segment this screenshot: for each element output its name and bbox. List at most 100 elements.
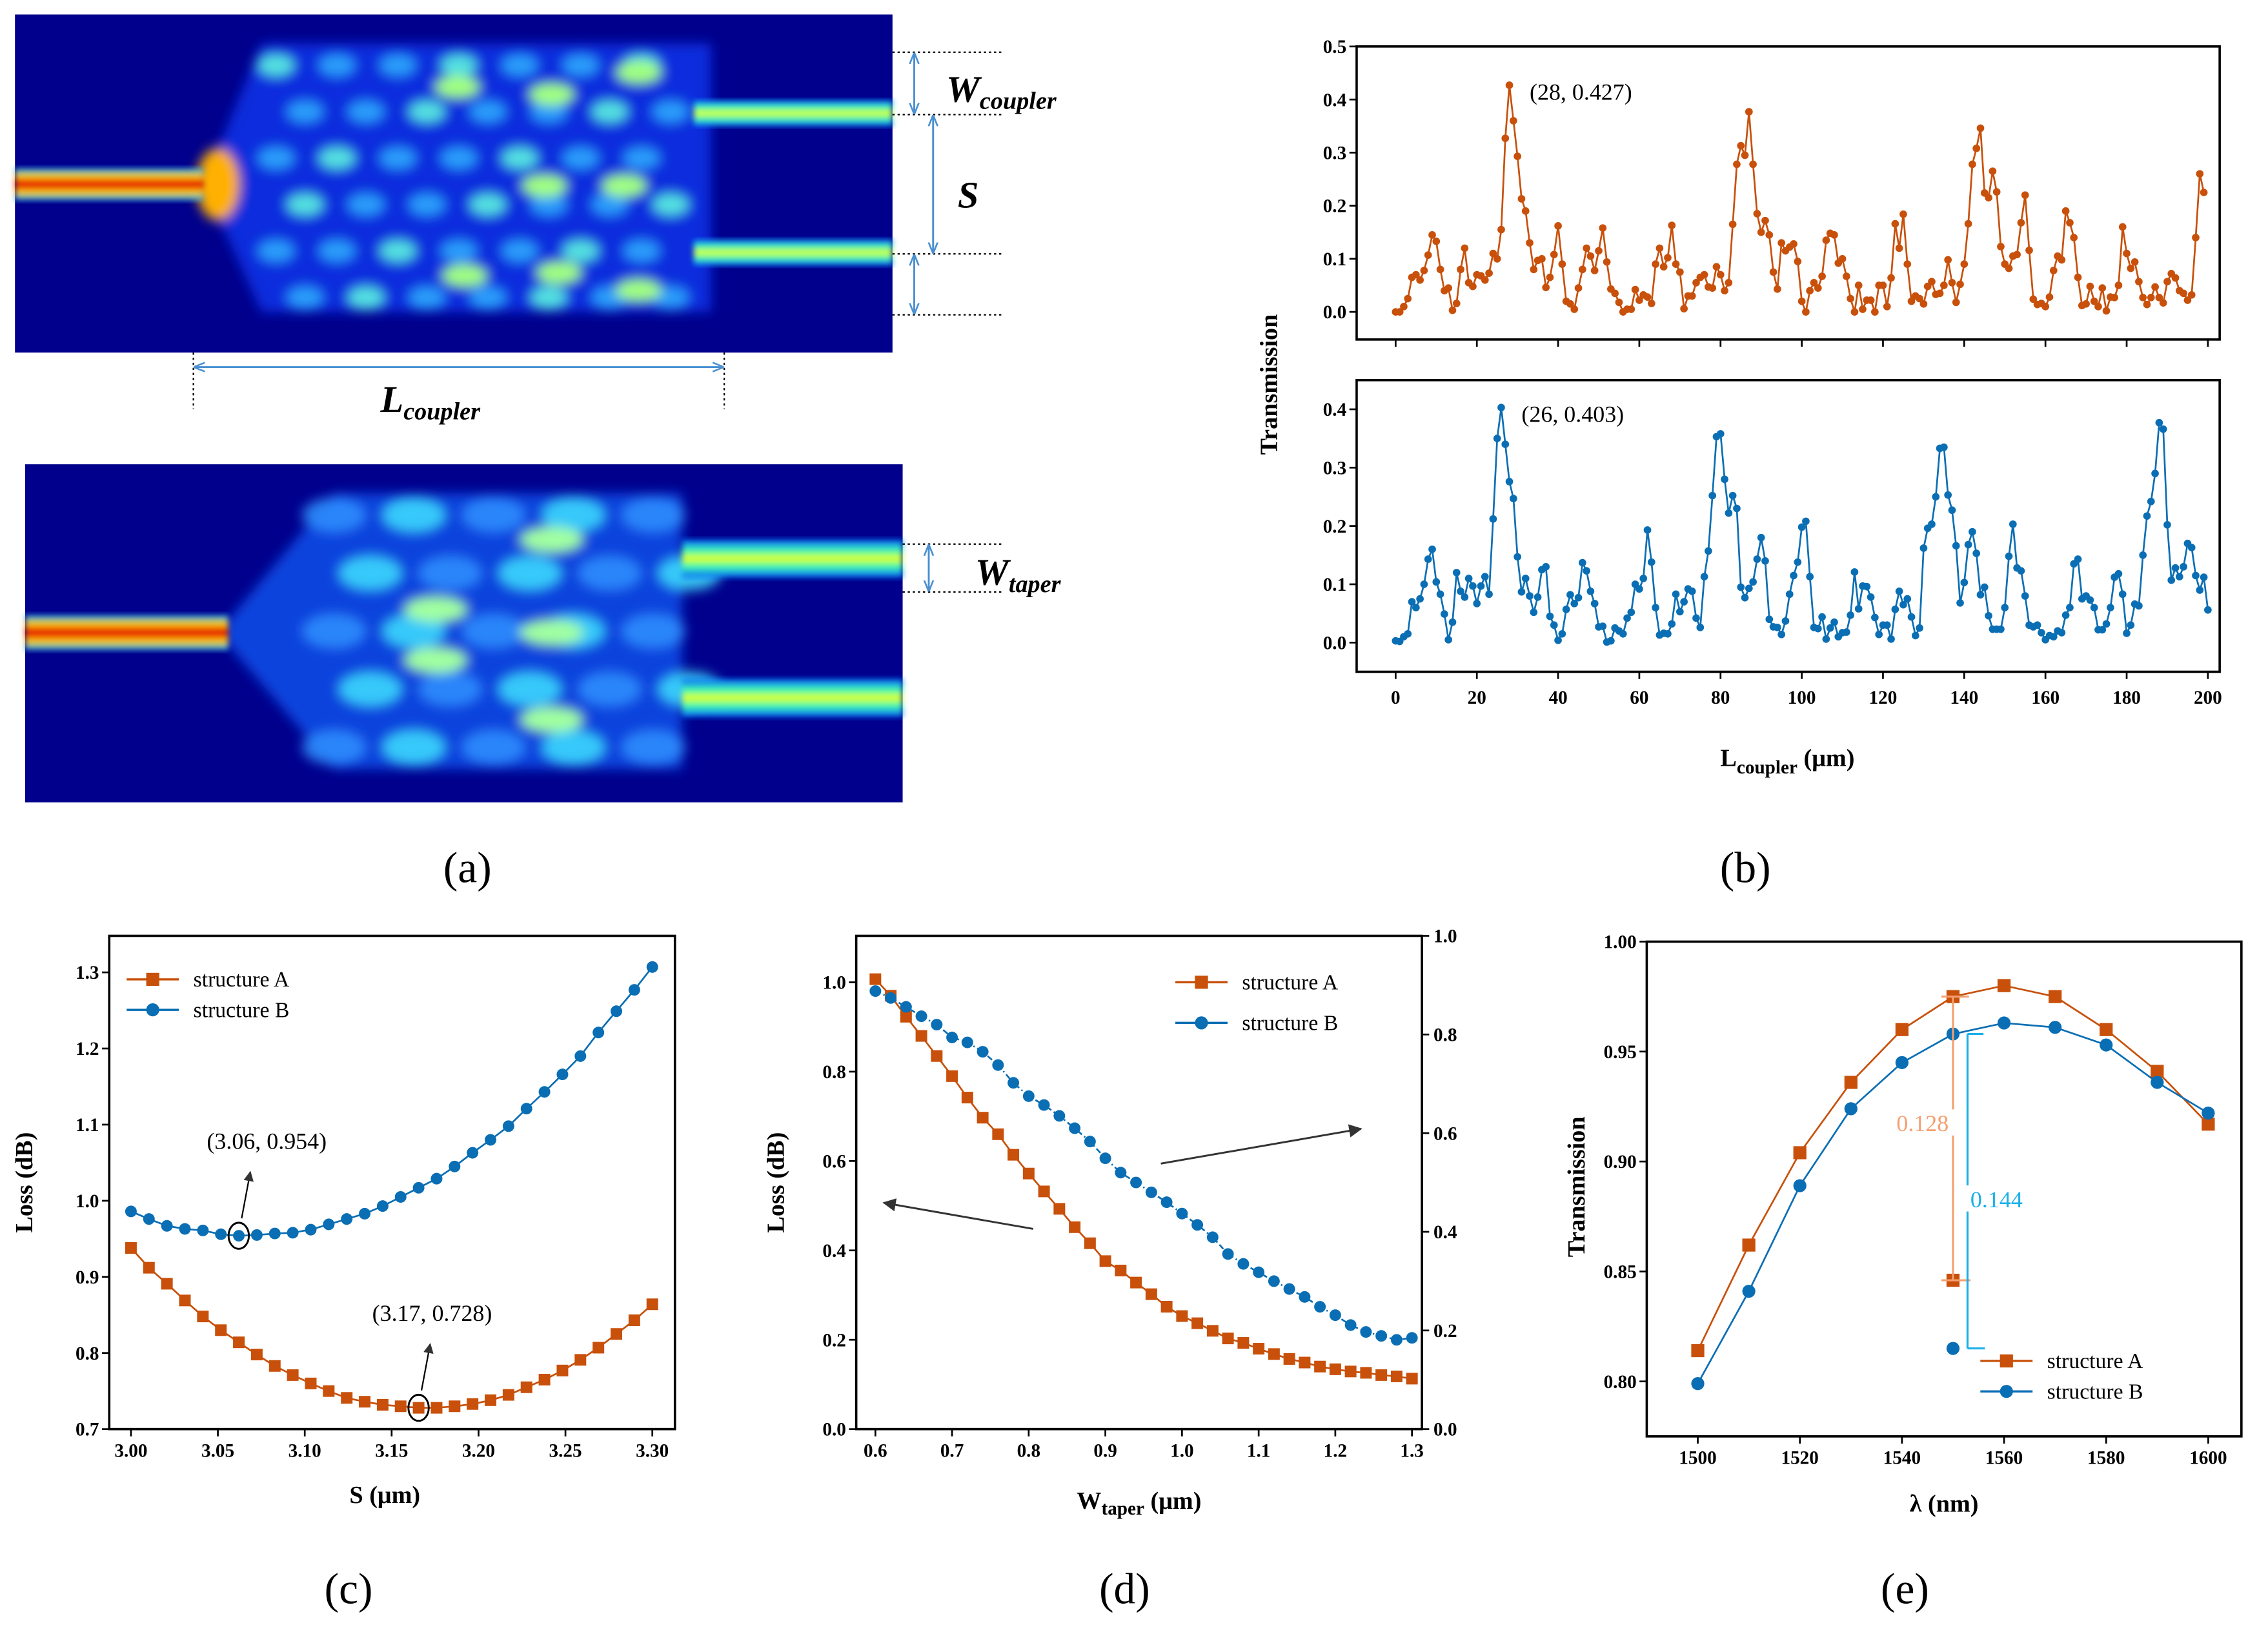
data-point-circle [2001, 604, 2009, 611]
data-point-square [1069, 1221, 1081, 1233]
series-1 [869, 985, 1418, 1346]
data-point-circle [323, 1218, 335, 1231]
data-point-circle [992, 1059, 1004, 1071]
interference-spot [621, 497, 685, 533]
data-point-circle [1069, 1122, 1081, 1134]
data-point-circle [1615, 298, 1623, 307]
data-point-circle [2058, 256, 2066, 264]
data-point-circle [2038, 629, 2045, 637]
data-point-square [1115, 1264, 1127, 1276]
series-line [130, 1247, 653, 1409]
data-point-circle [1590, 267, 1599, 274]
data-point-circle [1944, 256, 1952, 264]
data-point-circle [1854, 605, 1863, 613]
data-point-circle [2135, 278, 2143, 286]
data-point-square [376, 1398, 389, 1411]
x-tick-label: 80 [1711, 688, 1730, 708]
data-point-circle [1406, 1332, 1418, 1344]
data-point-square [1253, 1343, 1265, 1355]
data-point-circle [1404, 294, 1412, 303]
data-point-square [628, 1314, 640, 1326]
y-right-tick-label: 0.8 [1433, 1025, 1457, 1045]
interference-spot [379, 146, 417, 170]
span-label-bg [1964, 1185, 2029, 1212]
data-point-circle [1595, 247, 1603, 255]
data-point-circle [1481, 276, 1489, 284]
data-point-circle [1806, 573, 1814, 581]
data-point-circle [1611, 289, 1619, 298]
data-point-circle [233, 1230, 245, 1242]
interference-spot [347, 192, 385, 216]
interference-spot [469, 285, 507, 309]
data-point-circle [1932, 493, 1940, 501]
interference-spot [591, 100, 629, 124]
data-point-circle [2029, 295, 2038, 303]
data-point-circle [467, 1147, 479, 1159]
data-point-circle [1680, 598, 1688, 606]
data-point-square [1007, 1149, 1020, 1161]
data-point-circle [1940, 443, 1948, 451]
chart-b-bottom: 0 20 40 60 80 100 120 140 160 180 200 0.0 0.1 0.2 0.3 0… [1323, 379, 2222, 708]
s-label: S [958, 174, 979, 216]
data-point-circle [1969, 527, 1976, 536]
plot-frame [1355, 379, 2221, 673]
data-point-circle [1997, 625, 2005, 633]
data-point-circle [1268, 1275, 1280, 1287]
data-point-circle [1408, 598, 1416, 606]
data-point-circle [2200, 573, 2208, 581]
data-point-square [538, 1373, 551, 1385]
data-point-circle [1891, 606, 1899, 613]
interference-spot [498, 671, 562, 707]
difference-span: 0.144 [1964, 1032, 2029, 1350]
interference-spot [286, 285, 324, 309]
interference-spot [408, 192, 446, 216]
x-tick-label: 40 [1548, 688, 1567, 708]
data-point-circle [2066, 219, 2074, 227]
x-tick-label: 1580 [2087, 1448, 2125, 1469]
interference-spot [651, 100, 690, 124]
data-point-circle [1903, 595, 1912, 603]
data-point-circle [1822, 635, 1830, 643]
y-tick-label: 0.7 [76, 1420, 99, 1440]
data-point-circle [1844, 1102, 1858, 1116]
x-tick-label: 3.20 [462, 1440, 495, 1461]
legend-label: structure A [194, 968, 290, 992]
panel-label-e: (e) [1881, 1564, 1929, 1613]
data-point-circle [1222, 1248, 1234, 1260]
d-xlabel: Wtaper (μm) [1077, 1487, 1201, 1519]
data-point-circle [1643, 526, 1652, 534]
w-taper-label: Wtaper [975, 551, 1062, 598]
interference-spot [562, 239, 600, 263]
data-point-circle [2143, 512, 2151, 520]
data-point-circle [1195, 1016, 1208, 1030]
data-point-circle [143, 1213, 155, 1225]
data-point-square [1191, 1317, 1204, 1329]
data-point-square [931, 1050, 943, 1062]
data-point-square [1406, 1373, 1418, 1385]
data-point-circle [1420, 267, 1428, 274]
interference-spot [578, 555, 642, 591]
data-point-circle [1586, 252, 1595, 260]
data-point-circle [1716, 271, 1725, 279]
interference-spot [440, 54, 478, 77]
data-point-circle [287, 1227, 299, 1239]
data-point-circle [1448, 618, 1457, 626]
x-tick-label: 1560 [1985, 1448, 2023, 1469]
chart-c: 3.00 3.05 3.10 3.15 3.20 3.25 3.30 0.7 0.8 0.9 1.0… [76, 934, 676, 1461]
data-point-square [250, 1349, 263, 1361]
field-map-structure-b [25, 464, 903, 802]
data-point-circle [2180, 563, 2187, 571]
mmi-region [218, 493, 682, 770]
data-point-circle [1432, 578, 1441, 586]
data-point-circle [1583, 244, 1590, 252]
y-right-tick-label: 1.0 [1433, 926, 1457, 947]
data-point-circle [1550, 250, 1558, 259]
y-tick-label: 1.0 [76, 1191, 99, 1212]
interference-spot [528, 83, 575, 107]
data-point-circle [1390, 1334, 1402, 1346]
interference-spot [347, 100, 385, 124]
y-tick-label: 0.9 [76, 1267, 99, 1288]
x-tick-label: 0.9 [1093, 1440, 1117, 1461]
data-point-circle [1903, 260, 1912, 268]
data-point-circle [1757, 228, 1765, 236]
